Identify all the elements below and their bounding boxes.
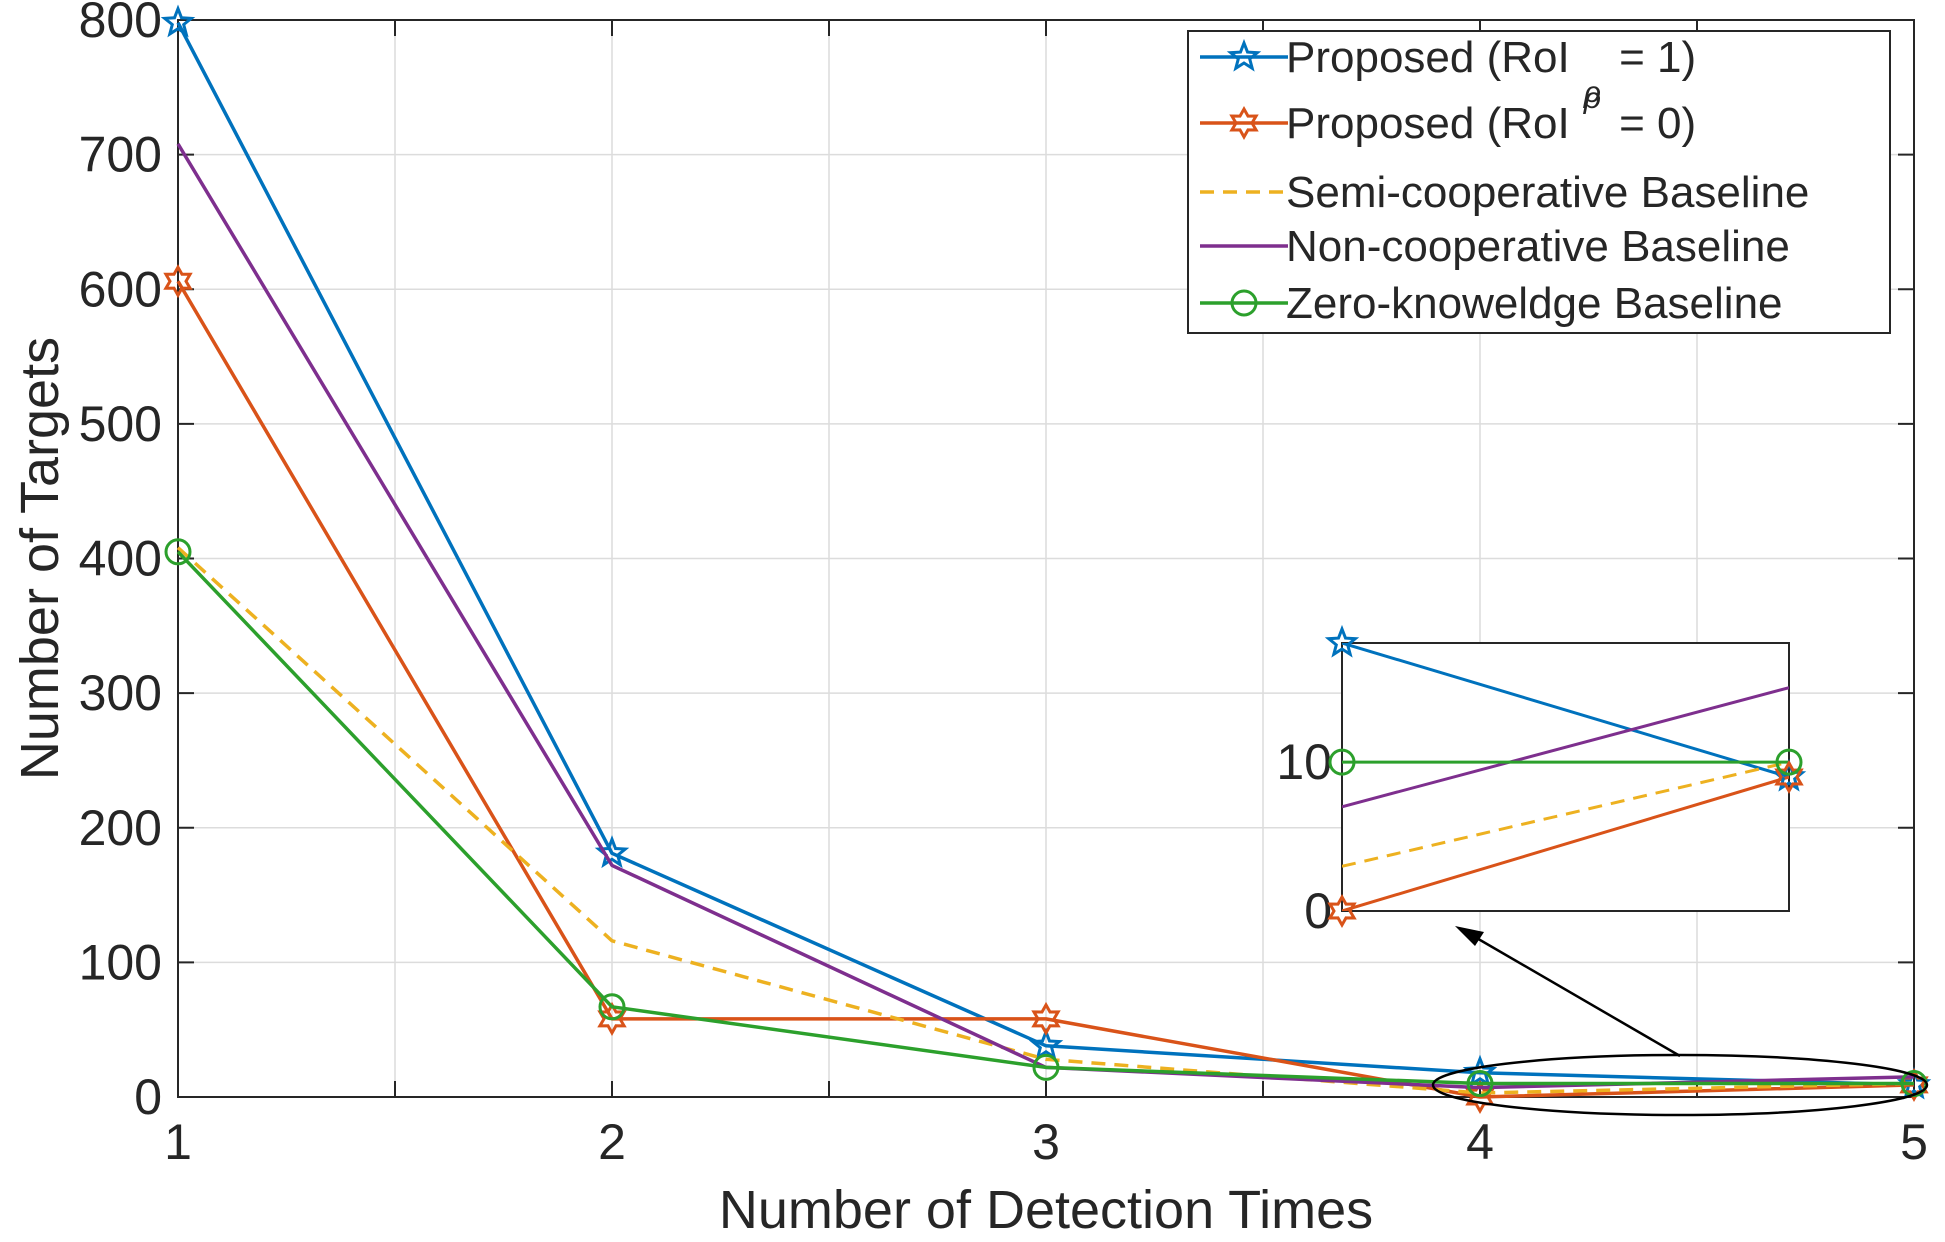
legend-entry-2: Proposed (RoI ρ = 0): [1200, 76, 1696, 148]
legend-label-main: Semi-cooperative Baseline: [1286, 168, 1809, 217]
inset-series: [1342, 643, 1789, 911]
series-line: [176, 546, 1915, 1095]
x-tick-label: 1: [164, 1114, 192, 1170]
legend-entry-1: Proposed (RoI ρ = 1): [1200, 33, 1696, 115]
circle-marker: [1032, 1053, 1060, 1081]
legend-label-main: Proposed (RoI: [1286, 99, 1570, 148]
legend-label: Proposed (RoI ρ = 1): [1286, 33, 1696, 115]
star-marker: [160, 4, 196, 38]
star-marker: [1028, 1027, 1064, 1061]
y-tick-label: 400: [79, 531, 162, 587]
legend-entry-3: Semi-cooperative Baseline: [1200, 168, 1809, 217]
legend-label-sub: ρ: [1583, 82, 1601, 115]
y-tick-label: 100: [79, 934, 162, 990]
inset-y-tick-label: 0: [1304, 883, 1332, 939]
inset-line-4: [1342, 686, 1789, 809]
hexagram-marker: [1465, 1079, 1495, 1115]
x-tick-label: 5: [1900, 1114, 1928, 1170]
x-tick-label: 4: [1466, 1114, 1494, 1170]
inset-box: [1341, 642, 1790, 912]
x-axis-label: Number of Detection Times: [719, 1180, 1373, 1237]
inset-line-1: [1342, 643, 1789, 779]
legend-entry-4: Non-cooperative Baseline: [1200, 222, 1790, 271]
series-line: [176, 21, 1915, 1087]
legend-entry-5: Zero-knoweldge Baseline: [1200, 279, 1783, 328]
legend-label: Non-cooperative Baseline: [1286, 222, 1790, 271]
y-tick-label: 200: [79, 800, 162, 856]
hexagram-marker: [1327, 893, 1357, 929]
inset-line-3: [1342, 760, 1789, 868]
series-layer: [160, 4, 1932, 1115]
series-3: [176, 546, 1915, 1095]
zoom-arrow-line: [1467, 931, 1681, 1058]
star-marker: [1324, 624, 1360, 658]
circle-marker: [1328, 748, 1356, 776]
legend-label-main: Non-cooperative Baseline: [1286, 222, 1790, 271]
legend-label-main: Proposed (RoI: [1286, 33, 1570, 82]
circle-marker: [1230, 289, 1258, 317]
y-tick-label: 800: [79, 0, 162, 48]
y-tick-label: 500: [79, 396, 162, 452]
hexagram-marker: [1229, 105, 1259, 141]
circle-marker: [1775, 748, 1803, 776]
series-line: [176, 280, 1915, 1099]
legend-label: Zero-knoweldge Baseline: [1286, 279, 1783, 328]
x-tick-label: 2: [598, 1114, 626, 1170]
circle-marker: [598, 993, 626, 1021]
circle-marker: [1466, 1070, 1494, 1098]
hexagram-marker: [1031, 1001, 1061, 1036]
inset-line-2: [1342, 775, 1789, 911]
y-axis-label: Number of Targets: [10, 337, 70, 780]
legend-label-main: Zero-knoweldge Baseline: [1286, 279, 1783, 328]
legend: Proposed (RoI ρ = 1) Proposed (RoI ρ = 0) Se…: [1187, 30, 1891, 334]
legend-label: Proposed (RoI ρ = 0): [1286, 76, 1696, 148]
star-marker: [1226, 38, 1262, 72]
legend-label-tail: = 0): [1607, 99, 1696, 148]
inset-y-tick-label: 10: [1276, 734, 1332, 790]
hexagram-marker: [1774, 759, 1804, 795]
y-tick-label: 0: [134, 1069, 162, 1125]
hexagram-marker: [163, 264, 193, 299]
y-tick-label: 300: [79, 665, 162, 721]
y-tick-label: 700: [79, 127, 162, 183]
y-tick-label: 600: [79, 261, 162, 317]
legend-label: Semi-cooperative Baseline: [1286, 168, 1809, 217]
legend-label-sub: ρ: [1583, 76, 1601, 109]
x-tick-label: 3: [1032, 1114, 1060, 1170]
legend-box: [1187, 30, 1891, 334]
zoom-arrow-head: [1455, 926, 1484, 946]
series-line: [176, 550, 1914, 1086]
inset-zoom: 0 10: [1276, 624, 1929, 1117]
legend-label-tail: = 1): [1607, 33, 1696, 82]
circle-marker: [164, 538, 192, 566]
